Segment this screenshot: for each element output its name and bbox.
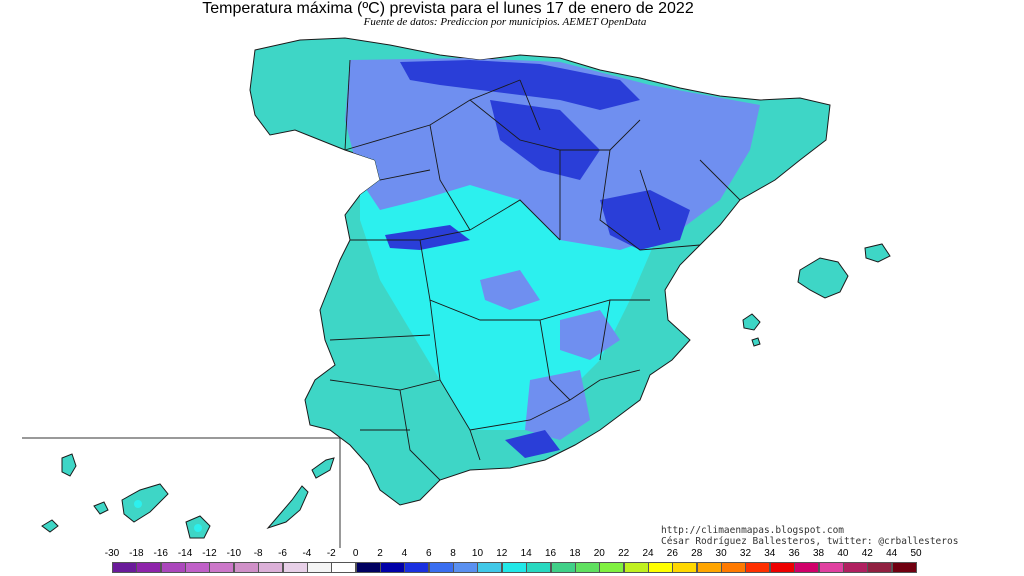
legend-swatch [404, 562, 430, 573]
legend-tick-label: 20 [593, 548, 605, 559]
legend-swatch [769, 562, 795, 573]
cold-zone-east [560, 310, 620, 360]
legend-swatch [185, 562, 211, 573]
legend-tick-label: 22 [618, 548, 630, 559]
coldest-zone-cantabrico [400, 60, 640, 110]
legend-swatch [891, 562, 917, 573]
legend-tick-label: 10 [471, 548, 484, 559]
legend-tick-label: -16 [153, 548, 168, 559]
coldest-zone-nevada [505, 430, 560, 458]
legend-tick-label: 38 [812, 548, 825, 559]
legend-tick-label: 30 [715, 548, 727, 559]
balearic-islands [742, 243, 891, 347]
legend-swatch [842, 562, 868, 573]
legend-swatch [696, 562, 722, 573]
legend-swatch [599, 562, 625, 573]
legend-tick-label: 16 [544, 548, 557, 559]
legend-tick-label: 34 [764, 548, 776, 559]
temperature-map [22, 37, 891, 548]
legend-tick-label: 2 [377, 548, 383, 559]
legend-swatch [136, 562, 162, 573]
mallorca [797, 257, 849, 299]
el-hierro [41, 519, 59, 533]
legend-tick-label: -30 [104, 548, 120, 559]
legend-swatch [648, 562, 673, 573]
legend-swatch [526, 562, 552, 573]
credit-url: http://climaenmapas.blogspot.com [661, 525, 845, 536]
legend-tick-label: 0 [352, 548, 359, 559]
lanzarote [311, 457, 335, 479]
legend-tick-label: 24 [642, 548, 654, 559]
legend-swatch [112, 562, 137, 573]
legend-swatch [209, 562, 235, 573]
gran-canaria-center [194, 524, 202, 532]
legend-tick-label: 14 [520, 548, 532, 559]
legend-tick-label: -8 [253, 548, 263, 559]
formentera [751, 337, 761, 347]
legend-tick-label: 26 [666, 548, 678, 559]
legend-tick-label: -14 [177, 548, 193, 559]
legend-swatch [867, 562, 893, 573]
color-legend: -30 -18 -16 -14 -12 -10 -8 -6 -4 -2 0 2 4 6 8 10 12 14 16 1… [0, 548, 1024, 576]
map-subtitle: Fuente de datos: Prediccion por municipi… [363, 16, 647, 28]
canary-inset [22, 437, 341, 548]
legend-swatch [160, 562, 186, 573]
legend-tick-label: 8 [450, 548, 456, 559]
legend-swatch [380, 562, 405, 573]
legend-swatch [428, 562, 454, 573]
teide-peak [134, 500, 142, 508]
ibiza [742, 313, 761, 331]
region-borders [329, 59, 741, 481]
legend-swatch [477, 562, 503, 573]
legend-swatch [282, 562, 308, 573]
coldest-zone-central [385, 225, 470, 250]
legend-swatch [818, 562, 844, 573]
legend-swatch [258, 562, 284, 573]
la-palma [61, 453, 77, 477]
legend-tick-label: 6 [425, 548, 432, 559]
legend-tick-label: 50 [910, 548, 922, 559]
menorca [864, 243, 891, 263]
legend-tick-label: -12 [202, 548, 217, 559]
legend-swatch [574, 562, 600, 573]
legend-swatch [501, 562, 527, 573]
legend-tick-label: -10 [226, 548, 242, 559]
legend-swatch [623, 562, 649, 573]
legend-tick-label: 12 [496, 548, 508, 559]
legend-swatch [355, 562, 381, 573]
credit-author: César Rodríguez Ballesteros, twitter: @c… [661, 536, 959, 547]
la-gomera [93, 501, 109, 515]
legend-swatch [745, 562, 771, 573]
fuerteventura [266, 485, 309, 530]
cold-zone-sierra [525, 370, 590, 440]
legend-tick-label: 28 [691, 548, 703, 559]
legend-tick-label: 42 [861, 548, 873, 559]
legend-tick-label: 4 [401, 548, 408, 559]
legend-swatch [453, 562, 479, 573]
legend-swatch [672, 562, 698, 573]
legend-tick-label: -4 [302, 548, 312, 559]
legend-swatch [233, 562, 259, 573]
coldest-zone-aragon [600, 190, 690, 250]
tenerife [121, 483, 169, 523]
legend-swatch [331, 562, 357, 573]
map-title: Temperatura máxima (ºC) prevista para el… [202, 0, 694, 17]
legend-swatch [794, 562, 820, 573]
legend-swatch [550, 562, 576, 573]
cold-zone-center [480, 270, 540, 310]
legend-tick-label: 36 [788, 548, 800, 559]
inset-frame [22, 437, 341, 548]
legend-tick-label: 32 [739, 548, 752, 559]
legend-tick-label: 18 [569, 548, 581, 559]
legend-tick-label: 44 [886, 548, 898, 559]
legend-tick-label: -18 [129, 548, 144, 559]
legend-tick-label: -6 [278, 548, 287, 559]
coldest-zone-iberico [490, 100, 600, 180]
legend-tick-label: 40 [837, 548, 849, 559]
legend-swatch [721, 562, 747, 573]
legend-tick-label: -2 [326, 548, 336, 559]
legend-swatch [306, 562, 332, 573]
